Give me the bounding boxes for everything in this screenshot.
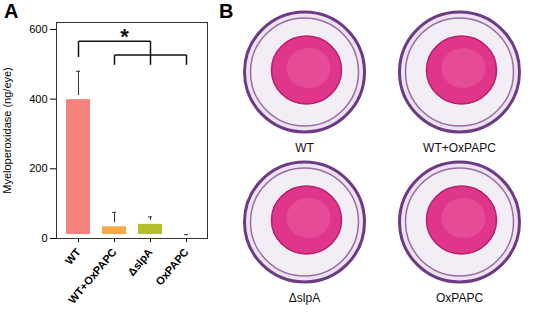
html-text:A: A xyxy=(4,0,19,22)
svg-text:*: * xyxy=(120,24,129,49)
svg-text:600: 600 xyxy=(29,23,47,35)
svg-text:B: B xyxy=(219,0,233,22)
svg-text:OxPAPC: OxPAPC xyxy=(153,246,191,288)
svg-text:200: 200 xyxy=(29,162,47,174)
svg-text:WT: WT xyxy=(295,141,314,155)
svg-text:400: 400 xyxy=(29,93,47,105)
svg-text:ΔslpA: ΔslpA xyxy=(125,246,155,278)
svg-text:WT+OxPAPC: WT+OxPAPC xyxy=(66,246,119,306)
svg-text:OxPAPC: OxPAPC xyxy=(436,291,483,305)
svg-text:WT: WT xyxy=(63,246,83,267)
svg-text:Myeloperoxidase (ng/eye): Myeloperoxidase (ng/eye) xyxy=(1,67,13,194)
svg-text:0: 0 xyxy=(41,232,47,244)
svg-text:ΔslpA: ΔslpA xyxy=(289,291,320,305)
svg-text:WT+OxPAPC: WT+OxPAPC xyxy=(423,141,496,155)
